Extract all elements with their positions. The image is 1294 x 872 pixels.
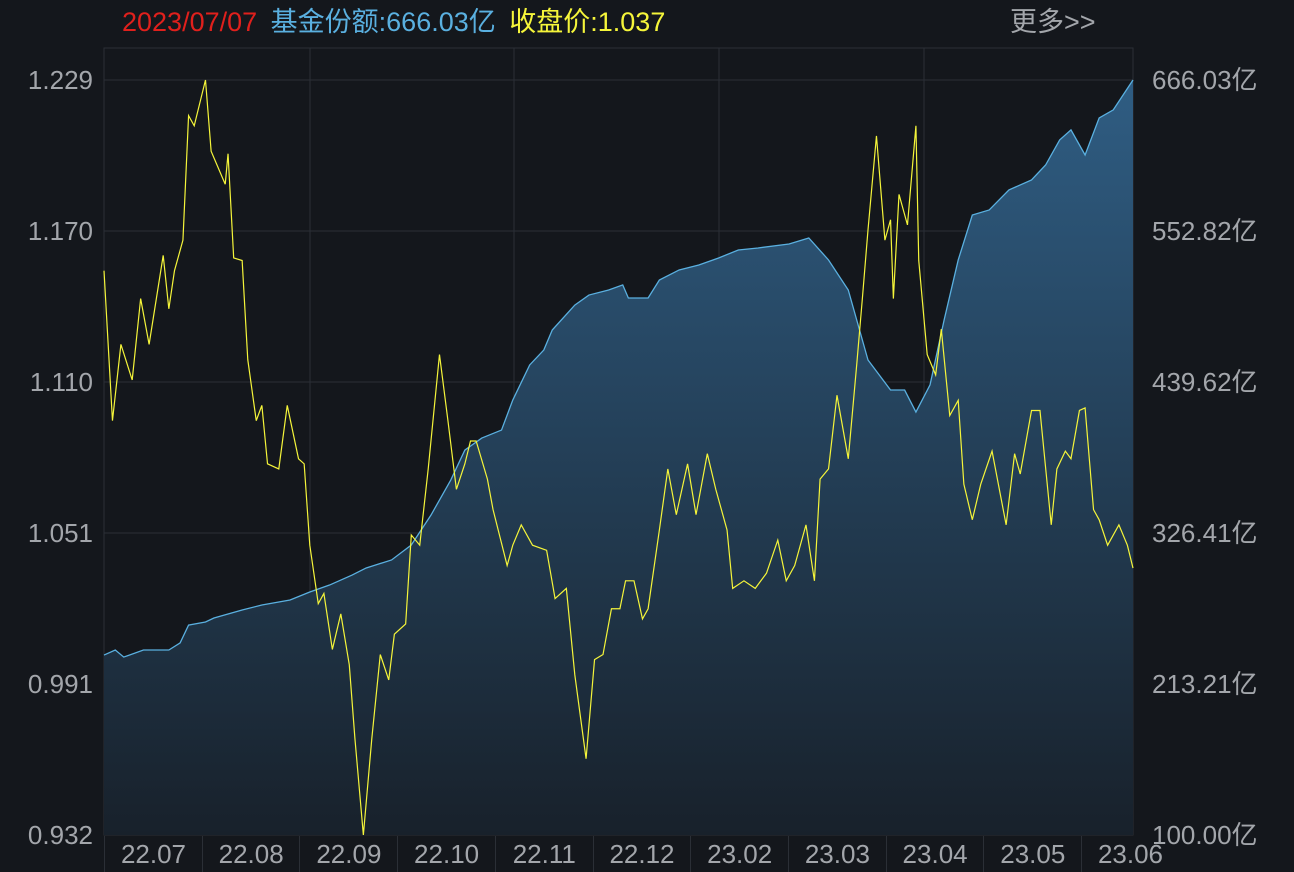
more-link[interactable]: 更多>> [1010,7,1096,37]
header-close-price: 收盘价:1.037 [509,7,666,37]
right-tick-label: 439.62亿 [1152,367,1258,397]
right-tick-label: 666.03亿 [1152,65,1258,95]
right-tick-label: 552.82亿 [1152,216,1258,246]
left-axis: 1.229 1.170 1.110 1.051 0.991 0.932 [28,65,93,850]
price-line [103,79,1134,836]
left-tick-label: 1.110 [30,367,93,397]
x-tick-label: 23.05 [983,836,1081,872]
x-tick-label: 23.02 [690,836,788,872]
left-tick-label: 1.051 [28,518,93,548]
left-tick-label: 1.229 [28,65,93,95]
header-fund-size: 基金份额:666.03亿 [270,7,496,37]
left-tick-label: 0.991 [28,669,93,699]
right-axis: 666.03亿 552.82亿 439.62亿 326.41亿 213.21亿 100.0… [1152,65,1258,850]
x-tick-label: 22.07 [104,836,202,872]
price-series [103,79,1134,836]
header-bar: 2023/07/07 基金份额:666.03亿 收盘价:1.037 [122,4,665,40]
left-tick-label: 0.932 [28,820,93,850]
x-tick-label: 23.06 [1081,836,1179,872]
right-tick-label: 100.00亿 [1152,820,1258,850]
right-tick-label: 326.41亿 [1152,518,1258,548]
x-tick-label: 23.04 [885,836,984,872]
fund-size-series [103,79,1134,835]
header-date: 2023/07/07 [122,7,258,37]
fund-size-line [103,79,1134,658]
x-tick-label: 22.10 [397,836,495,872]
x-tick-label: 23.03 [787,836,886,872]
left-tick-label: 1.170 [28,216,93,246]
right-tick-label: 213.21亿 [1152,669,1258,699]
x-tick-label: 22.09 [299,836,397,872]
x-tick-label: 22.11 [494,836,593,872]
x-tick-label: 22.12 [592,836,691,872]
fund-size-area [104,80,1133,835]
x-tick-label: 22.08 [201,836,300,872]
